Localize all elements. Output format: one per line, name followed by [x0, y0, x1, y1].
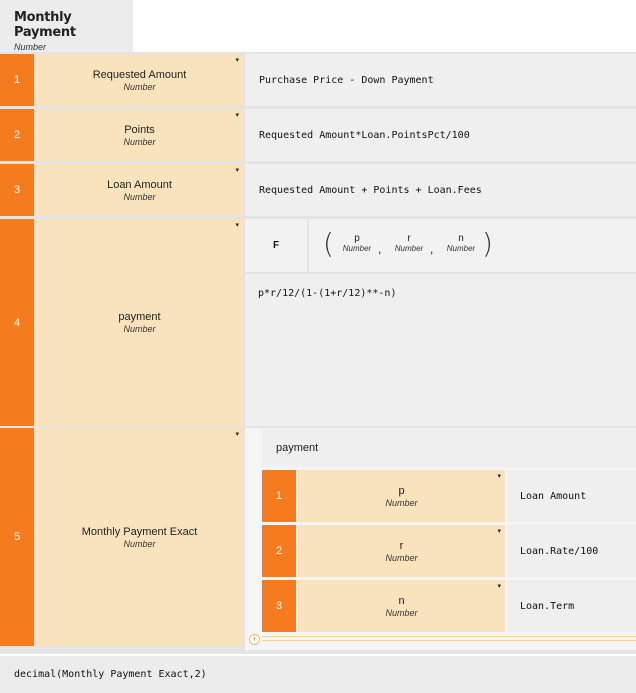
formula-cell[interactable]: Purchase Price - Down Payment [245, 54, 636, 106]
formula-cell[interactable]: Requested Amount + Points + Loan.Fees [245, 164, 636, 216]
param-r[interactable]: r Number [391, 233, 427, 253]
param-p[interactable]: p Number [339, 233, 375, 253]
divider [262, 640, 636, 641]
row-type: Number [123, 191, 156, 202]
param-name: r [407, 233, 411, 244]
param-separator: , [430, 242, 434, 256]
arg-label-p[interactable]: ▾ p Number [298, 470, 505, 522]
caret-down-icon[interactable]: ▾ [497, 583, 501, 590]
arg-type: Number [385, 607, 418, 618]
close-paren: ) [482, 227, 493, 260]
param-name: p [354, 233, 360, 244]
caret-down-icon[interactable]: ▾ [235, 167, 239, 174]
caret-down-icon[interactable]: ▾ [235, 112, 239, 119]
caret-down-icon[interactable]: ▾ [497, 473, 501, 480]
row-name: Monthly Payment Exact [81, 525, 198, 538]
caret-down-icon[interactable]: ▾ [235, 431, 239, 438]
param-n[interactable]: n Number [443, 233, 479, 253]
result-header[interactable]: Monthly Payment Number [0, 0, 133, 52]
param-type: Number [446, 244, 476, 253]
row-name: Loan Amount [107, 178, 172, 191]
row-number[interactable]: 2 [0, 109, 34, 161]
arg-name: p [398, 484, 405, 497]
function-badge[interactable]: F [245, 219, 307, 272]
param-type: Number [394, 244, 424, 253]
function-parameters: ( p Number , r Number , n Number ) [309, 219, 636, 272]
row-type: Number [123, 81, 156, 92]
arg-value[interactable]: Loan.Term [507, 580, 636, 632]
arg-number[interactable]: 1 [262, 470, 296, 522]
row-label-loan-amount[interactable]: ▾ Loan Amount Number [36, 164, 243, 216]
divider [262, 636, 636, 637]
row-number[interactable]: 5 [0, 428, 34, 646]
open-paren: ( [323, 227, 334, 260]
call-function-name[interactable]: payment [262, 429, 636, 467]
add-icon[interactable]: + [249, 634, 260, 645]
arg-value[interactable]: Loan Amount [507, 470, 636, 522]
arg-label-r[interactable]: ▾ r Number [298, 525, 505, 577]
caret-down-icon[interactable]: ▾ [497, 528, 501, 535]
result-title: Monthly Payment [14, 10, 76, 40]
row-type: Number [123, 136, 156, 147]
caret-down-icon[interactable]: ▾ [235, 57, 239, 64]
arg-number[interactable]: 3 [262, 580, 296, 632]
row-name: payment [118, 311, 161, 323]
row-type: Number [123, 538, 156, 549]
row-name: Requested Amount [92, 68, 187, 81]
result-type: Number [14, 42, 47, 52]
function-body[interactable]: p*r/12/(1-(1+r/12)**-n) [245, 274, 636, 426]
formula-cell[interactable]: Requested Amount*Loan.PointsPct/100 [245, 109, 636, 161]
arg-name: n [398, 594, 405, 607]
arg-type: Number [385, 552, 418, 563]
result-formula[interactable]: decimal(Monthly Payment Exact,2) [0, 656, 636, 693]
row-number[interactable]: 4 [0, 219, 34, 426]
row-number[interactable]: 1 [0, 54, 34, 106]
param-type: Number [342, 244, 372, 253]
arg-name: r [399, 539, 404, 552]
row-number[interactable]: 3 [0, 164, 34, 216]
arg-label-n[interactable]: ▾ n Number [298, 580, 505, 632]
param-separator: , [378, 242, 382, 256]
row-name: Points [124, 123, 155, 136]
caret-down-icon[interactable]: ▾ [235, 222, 239, 229]
param-name: n [458, 233, 464, 244]
row-label-requested-amount[interactable]: ▾ Requested Amount Number [36, 54, 243, 106]
row-label-monthly-payment-exact[interactable]: ▾ Monthly Payment Exact Number [36, 428, 243, 646]
arg-number[interactable]: 2 [262, 525, 296, 577]
row-type: Number [123, 324, 156, 334]
row-label-payment[interactable]: ▾ payment Number [36, 219, 243, 426]
arg-value[interactable]: Loan.Rate/100 [507, 525, 636, 577]
arg-type: Number [385, 497, 418, 508]
row-label-points[interactable]: ▾ Points Number [36, 109, 243, 161]
